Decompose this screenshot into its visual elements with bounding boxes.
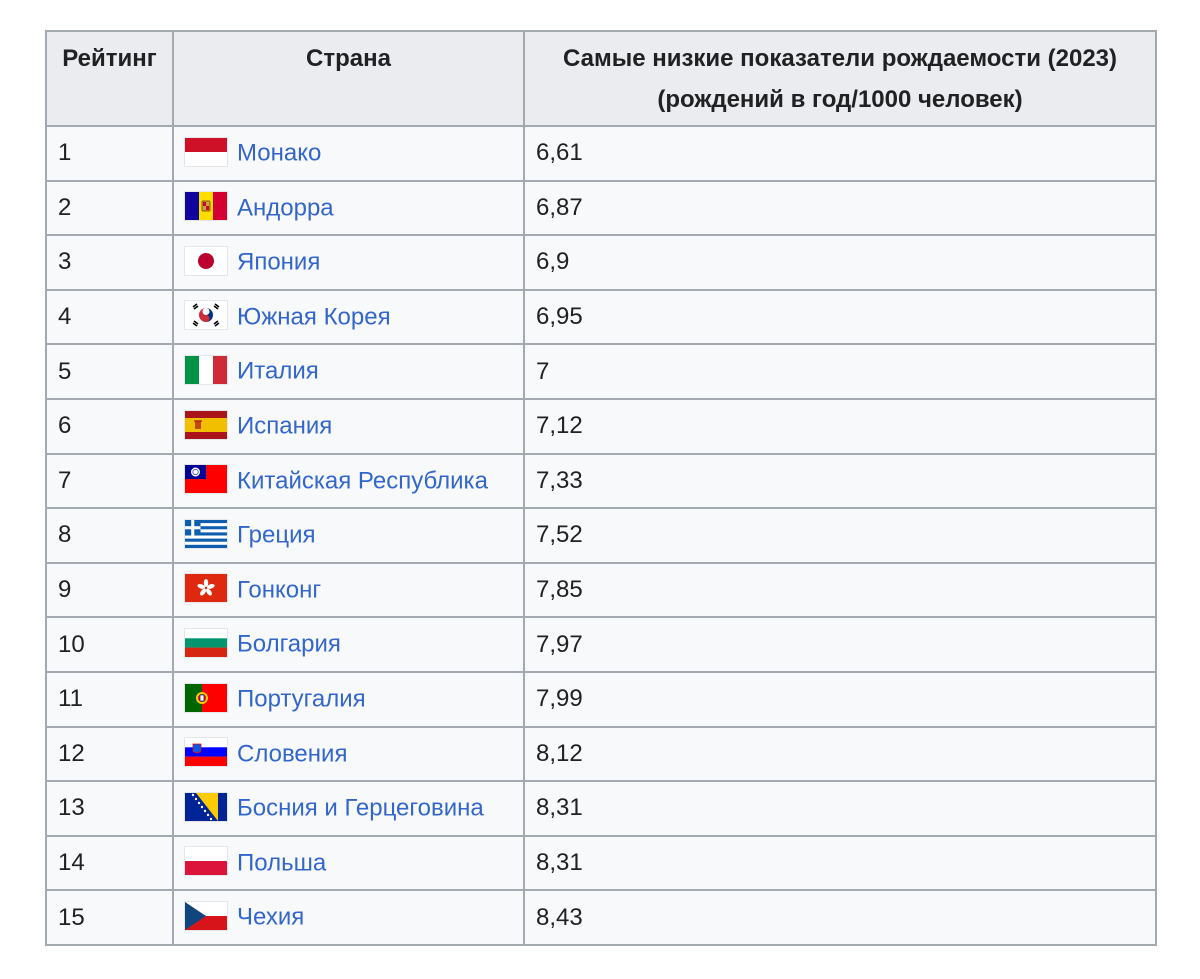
country-link[interactable]: Андорра	[237, 194, 334, 222]
andorra-flag[interactable]	[185, 192, 227, 221]
japan-flag[interactable]	[185, 246, 227, 275]
table-row: 14 Польша 8,31	[45, 834, 1157, 892]
rank-cell: 11	[45, 670, 174, 728]
rank-cell: 5	[45, 343, 174, 400]
rank-cell: 10	[45, 616, 174, 673]
birth-rate-cell: 7,12	[523, 397, 1157, 455]
country-cell: Монако	[172, 125, 525, 182]
czechia-flag[interactable]	[185, 901, 227, 930]
table-row: 3 Япония 6,9	[45, 234, 1157, 291]
table-row: 13 Босния и Герцеговина 8,31	[45, 780, 1157, 837]
country-link[interactable]: Португалия	[237, 685, 366, 713]
country-link[interactable]: Чехия	[237, 903, 305, 931]
table-row: 15 Чехия 8,43	[45, 889, 1157, 946]
portugal-flag[interactable]	[185, 683, 227, 712]
country-cell: Италия	[172, 343, 525, 400]
rank-cell: 7	[45, 452, 174, 510]
header-country[interactable]: Страна	[172, 30, 525, 127]
country-cell: Польша	[172, 834, 525, 892]
rank-cell: 2	[45, 179, 174, 237]
table-row: 1 Монако 6,61	[45, 125, 1157, 182]
birth-rate-cell: 6,95	[523, 288, 1157, 346]
country-link[interactable]: Китайская Республика	[237, 467, 488, 495]
rank-cell: 15	[45, 889, 174, 946]
country-link[interactable]: Болгария	[237, 630, 341, 658]
slovenia-flag[interactable]	[185, 738, 227, 767]
birth-rate-cell: 7,97	[523, 616, 1157, 673]
country-cell: Южная Корея	[172, 288, 525, 346]
table-row: 6 Испания 7,12	[45, 397, 1157, 455]
header-rank[interactable]: Рейтинг	[45, 30, 174, 127]
table-row: 5 Италия 7	[45, 343, 1157, 400]
poland-flag[interactable]	[185, 847, 227, 876]
country-cell: Болгария	[172, 616, 525, 673]
birth-rate-cell: 6,61	[523, 125, 1157, 182]
birth-rate-table: Рейтинг Страна Самые низкие показатели р…	[45, 30, 1157, 946]
birth-rate-cell: 8,12	[523, 725, 1157, 783]
rank-cell: 4	[45, 288, 174, 346]
country-link[interactable]: Южная Корея	[237, 303, 391, 331]
country-link[interactable]: Польша	[237, 849, 327, 877]
table-row: 4 Южная Корея 6,95	[45, 288, 1157, 346]
country-link[interactable]: Гонконг	[237, 576, 322, 604]
table-row: 12 Словения 8,12	[45, 725, 1157, 783]
rank-cell: 3	[45, 234, 174, 291]
hong-kong-flag[interactable]	[185, 574, 227, 603]
header-birth-rate[interactable]: Самые низкие показатели рождаемости (202…	[523, 30, 1157, 127]
rank-cell: 13	[45, 780, 174, 837]
country-link[interactable]: Испания	[237, 412, 333, 440]
table-row: 10 Болгария 7,97	[45, 616, 1157, 673]
rank-cell: 9	[45, 561, 174, 619]
table-row: 7 Китайская Республика 7,33	[45, 452, 1157, 510]
country-link[interactable]: Италия	[237, 358, 319, 385]
birth-rate-cell: 8,31	[523, 834, 1157, 892]
rank-cell: 8	[45, 507, 174, 564]
birth-rate-cell: 8,43	[523, 889, 1157, 946]
header-birth-rate-line1: Самые низкие показатели рождаемости (202…	[562, 45, 1118, 72]
taiwan-flag[interactable]	[185, 465, 227, 494]
table-header-row: Рейтинг Страна Самые низкие показатели р…	[45, 30, 1157, 127]
birth-rate-cell: 6,9	[523, 234, 1157, 291]
rank-cell: 12	[45, 725, 174, 783]
rank-cell: 6	[45, 397, 174, 455]
country-link[interactable]: Словения	[237, 740, 348, 768]
country-cell: Андорра	[172, 179, 525, 237]
table-row: 8 Греция 7,52	[45, 507, 1157, 564]
birth-rate-cell: 7,52	[523, 507, 1157, 564]
country-link[interactable]: Япония	[237, 248, 321, 276]
bosnia-herzegovina-flag[interactable]	[185, 792, 227, 821]
country-cell: Словения	[172, 725, 525, 783]
country-cell: Китайская Республика	[172, 452, 525, 510]
table-row: 2 Андорра 6,87	[45, 179, 1157, 237]
country-cell: Япония	[172, 234, 525, 291]
greece-flag[interactable]	[185, 519, 227, 548]
italy-flag[interactable]	[185, 356, 227, 384]
table-row: 9 Гонконг 7,85	[45, 561, 1157, 619]
country-cell: Португалия	[172, 670, 525, 728]
monaco-flag[interactable]	[185, 137, 227, 166]
birth-rate-cell: 6,87	[523, 179, 1157, 237]
bulgaria-flag[interactable]	[185, 628, 227, 657]
spain-flag[interactable]	[185, 410, 227, 439]
birth-rate-cell: 8,31	[523, 780, 1157, 837]
country-cell: Испания	[172, 397, 525, 455]
header-birth-rate-line2: (рождений в год/1000 человек)	[657, 86, 1023, 113]
birth-rate-cell: 7,33	[523, 452, 1157, 510]
country-cell: Чехия	[172, 889, 525, 946]
birth-rate-cell: 7,85	[523, 561, 1157, 619]
country-cell: Босния и Герцеговина	[172, 780, 525, 837]
rank-cell: 1	[45, 125, 174, 182]
rank-cell: 14	[45, 834, 174, 892]
birth-rate-cell: 7,99	[523, 670, 1157, 728]
country-link[interactable]: Босния и Герцеговина	[237, 794, 484, 822]
country-link[interactable]: Греция	[237, 521, 316, 549]
country-cell: Гонконг	[172, 561, 525, 619]
country-link[interactable]: Монако	[237, 139, 322, 167]
birth-rate-cell: 7	[523, 343, 1157, 400]
country-cell: Греция	[172, 507, 525, 564]
south-korea-flag[interactable]	[185, 301, 227, 330]
table-row: 11 Португалия 7,99	[45, 670, 1157, 728]
